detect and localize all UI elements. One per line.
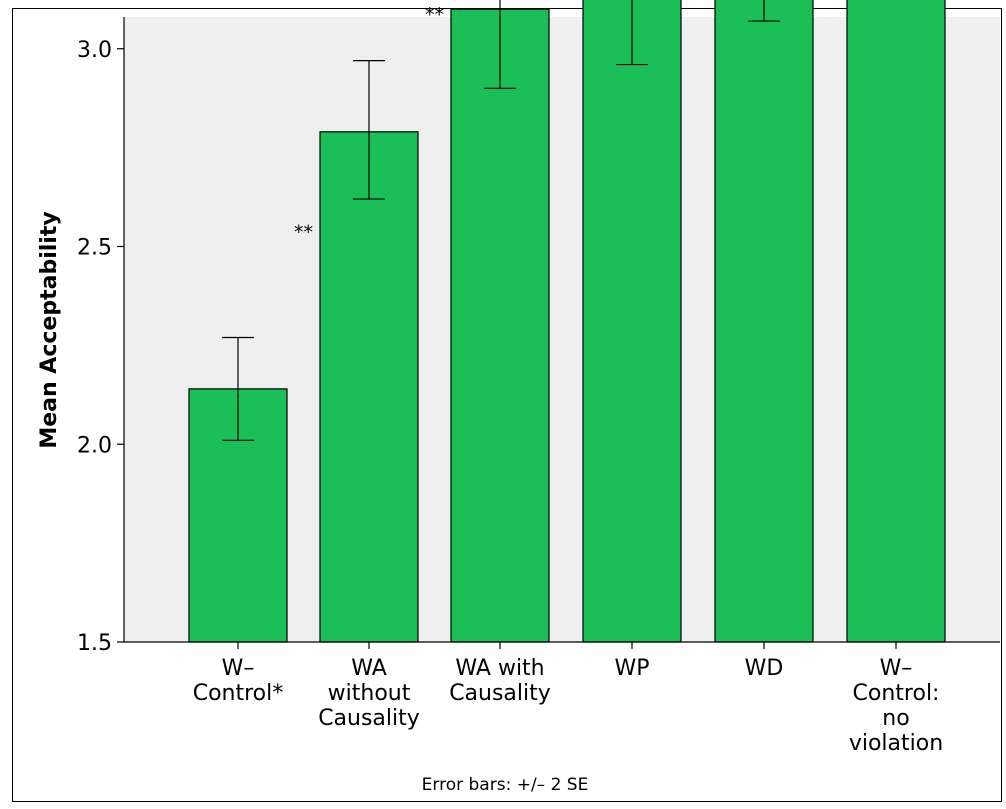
annotation-0: ** — [294, 222, 313, 244]
bar-1 — [319, 131, 419, 643]
x-tick-label-2: WA with Causality — [449, 656, 551, 706]
y-tick-label-2: 2.5 — [77, 236, 112, 261]
y-tick-label-1: 2.0 — [77, 433, 112, 458]
error-bars-footnote: Error bars: +/– 2 SE — [422, 775, 589, 795]
error-bar-1 — [353, 60, 385, 200]
x-tick-label-1: WA without Causality — [318, 656, 420, 731]
bar-4 — [714, 0, 814, 643]
bar-2 — [450, 8, 550, 643]
x-tick-label-4: WD — [745, 656, 784, 681]
error-bars-group — [222, 0, 780, 441]
error-bar-2 — [484, 0, 516, 89]
y-tick-label-3: 3.0 — [77, 38, 112, 63]
x-axis: W– Control* WA without Causality WA with Causa… — [124, 641, 1000, 756]
y-axis-label: Mean Acceptability — [37, 211, 62, 448]
y-axis: 1.52.02.53.03.54.04.5 — [77, 17, 125, 656]
x-tick-label-5: W– Control: no violation — [849, 656, 943, 756]
error-bar-3 — [616, 0, 648, 66]
bars-group — [188, 0, 946, 643]
x-tick-label-0: W– Control* — [193, 656, 284, 706]
significance-annotations: ****n.sn.s** — [294, 4, 444, 244]
error-bar-4 — [748, 0, 780, 22]
y-tick-label-0: 1.5 — [77, 631, 112, 656]
error-bar-0 — [222, 336, 254, 441]
annotation-1: ** — [425, 4, 444, 26]
bar-3 — [582, 0, 682, 643]
bar-5 — [846, 0, 946, 643]
x-tick-label-3: WP — [614, 656, 649, 681]
